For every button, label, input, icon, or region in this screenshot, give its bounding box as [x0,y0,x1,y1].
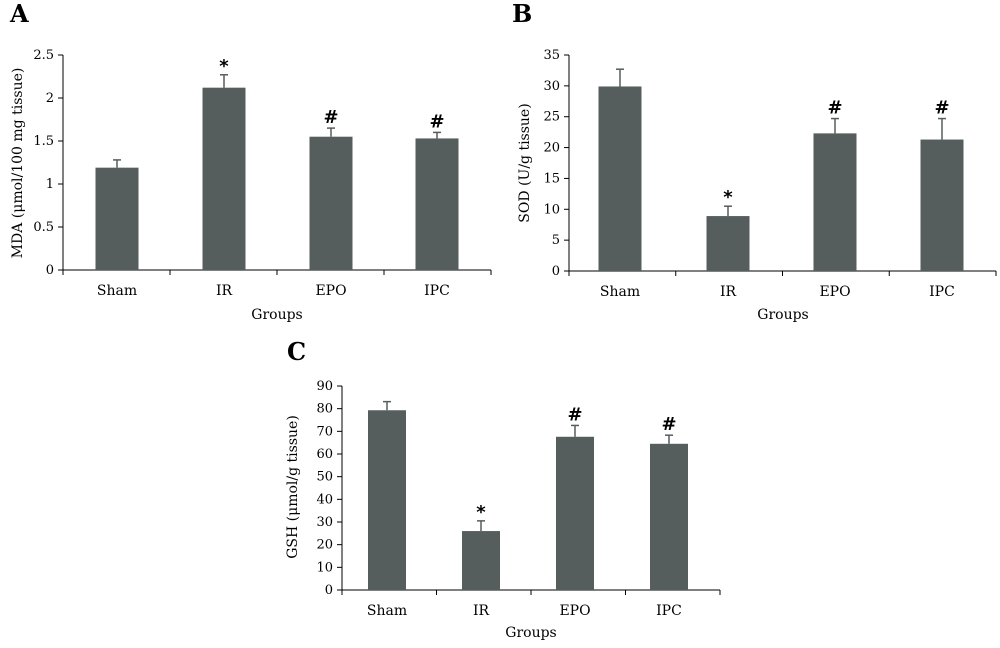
plot-area-b: 0 5 10 15 20 25 30 35 Sham * IR # EPO # IPC [543,48,997,300]
y-tick-label-a: 2.5 [33,48,54,63]
y-tick-label-b: 10 [543,202,560,217]
significance-mark-b-ipc: # [934,98,949,119]
x-tick-label-a: IR [216,283,233,299]
y-tick-label-a: 1.5 [33,134,54,149]
bar-a-ir [202,87,246,271]
bar-a-sham [95,167,139,270]
x-tick-label-c: Sham [367,603,407,619]
panel-a: A MDA (μmol/100 mg tissue) Groups 0 0.5 1 1… [9,0,492,323]
x-tick-label-b: IPC [929,284,955,300]
y-tick-label-c: 10 [316,560,333,575]
y-axis-title-c: GSH (μmol/g tissue) [285,415,301,559]
panel-b: B SOD (U/g tissue) Groups 0 5 10 15 20 25 30 35… [512,0,997,323]
x-tick-label-c: IPC [656,603,682,619]
y-tick-label-a: 0 [46,263,54,278]
y-tick-label-b: 15 [543,171,560,186]
panel-c: C GSH (μmol/g tissue) Groups 0 10 20 30 40 50… [285,337,721,641]
y-tick-label-c: 60 [316,447,333,462]
y-tick-label-c: 90 [316,379,333,394]
significance-mark-a-epo: # [323,107,338,128]
y-tick-label-c: 0 [325,583,333,598]
bar-a-epo [309,136,353,270]
x-tick-label-c: EPO [559,603,590,619]
significance-mark-b-ir: * [723,187,733,208]
significance-mark-c-ir: * [476,502,486,523]
bar-c-sham [368,410,406,590]
y-tick-label-a: 1 [46,177,54,192]
x-axis-title-c: Groups [505,625,556,641]
significance-mark-a-ir: * [219,56,229,77]
bar-c-epo [556,436,594,590]
bar-a-ipc [415,138,459,270]
y-tick-label-c: 70 [316,424,333,439]
x-axis-title-a: Groups [251,307,302,323]
plot-area-c: 0 10 20 30 40 50 60 70 80 90 Sham * IR # EPO # IPC [316,379,721,619]
significance-mark-b-epo: # [827,98,842,119]
y-tick-label-c: 50 [316,470,333,485]
bar-b-ir [706,216,750,271]
y-tick-label-b: 30 [543,79,560,94]
y-tick-label-c: 30 [316,515,333,530]
bar-c-ipc [650,443,688,590]
y-tick-label-b: 0 [552,264,560,279]
y-tick-label-b: 35 [543,48,560,63]
plot-area-a: 0 0.5 1 1.5 2 2.5 Sham * IR # EPO # IPC [33,48,492,299]
bar-b-ipc [920,139,964,271]
x-tick-label-a: Sham [97,283,137,299]
y-tick-label-c: 20 [316,538,333,553]
x-tick-label-a: IPC [424,283,450,299]
y-tick-label-a: 0.5 [33,220,54,235]
x-tick-label-b: IR [720,284,737,300]
significance-mark-c-ipc: # [661,414,676,435]
bar-c-ir [462,531,500,590]
x-tick-label-a: EPO [315,283,346,299]
y-tick-label-c: 80 [316,402,333,417]
significance-mark-c-epo: # [567,404,582,425]
panel-letter-c: C [287,337,306,366]
y-tick-label-a: 2 [46,91,54,106]
y-tick-label-b: 25 [543,110,560,125]
panel-letter-a: A [9,0,29,28]
y-axis-title-b: SOD (U/g tissue) [517,103,533,222]
x-tick-label-c: IR [473,603,490,619]
bar-b-epo [813,133,857,271]
y-tick-label-b: 20 [543,141,560,156]
significance-mark-a-ipc: # [429,111,444,132]
x-tick-label-b: Sham [600,284,640,300]
y-axis-title-a: MDA (μmol/100 mg tissue) [10,68,26,259]
bar-b-sham [598,86,642,271]
y-tick-label-b: 5 [552,233,560,248]
x-axis-title-b: Groups [757,307,808,323]
y-tick-label-c: 40 [316,492,333,507]
panel-letter-b: B [512,0,532,28]
x-tick-label-b: EPO [819,284,850,300]
